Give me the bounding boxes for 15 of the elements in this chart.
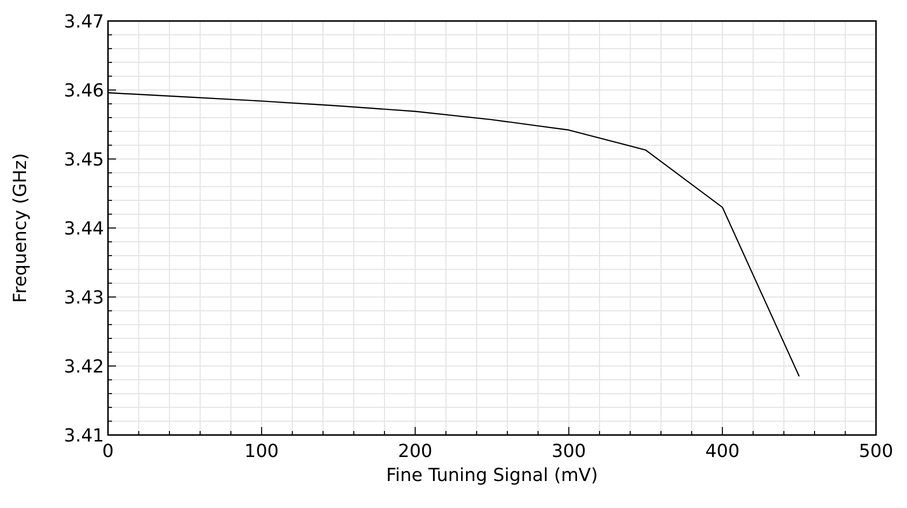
y-tick-label: 3.45 xyxy=(64,149,104,170)
y-tick-label: 3.41 xyxy=(64,425,104,446)
x-tick-label: 100 xyxy=(244,441,279,462)
x-tick-label: 0 xyxy=(102,441,114,462)
y-tick-label: 3.42 xyxy=(64,356,104,378)
x-tick-label: 500 xyxy=(858,441,894,462)
y-tick-label: 3.43 xyxy=(64,287,104,308)
y-tick-label: 3.46 xyxy=(64,80,104,102)
x-axis-title: Fine Tuning Signal (mV) xyxy=(386,465,598,486)
x-tick-label: 200 xyxy=(398,441,432,462)
y-tick-label: 3.44 xyxy=(64,218,104,240)
y-tick-label: 3.47 xyxy=(64,11,104,32)
x-tick-label: 300 xyxy=(552,441,586,462)
y-axis-title: Frequency (GHz) xyxy=(10,153,31,303)
x-tick-label: 400 xyxy=(705,441,740,462)
